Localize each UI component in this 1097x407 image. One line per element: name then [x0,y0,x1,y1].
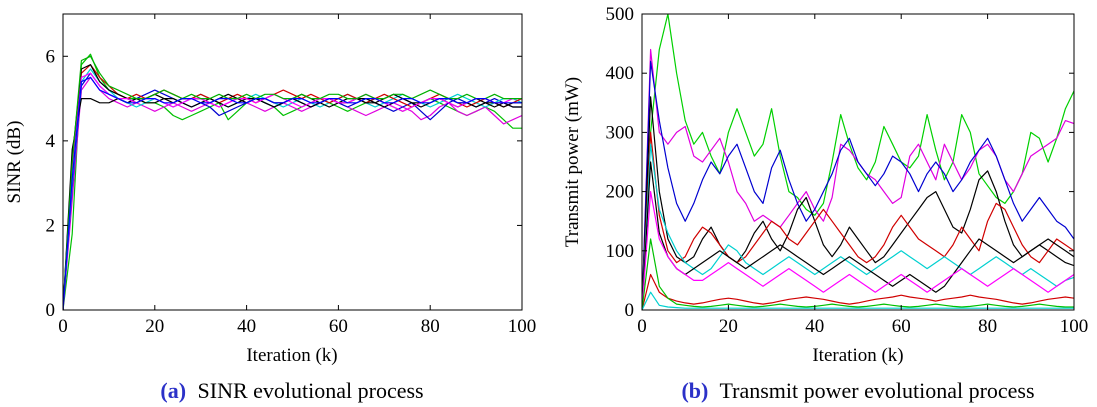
sinr-ticks: 0 20 40 60 80 100 0 2 4 6 [46,14,537,337]
sinr-series-line-10 [63,76,522,310]
power-x-tick-label: 40 [805,316,824,337]
power-series-line-4 [642,96,1074,310]
sinr-series-line-5 [63,64,522,310]
power-series-line-11 [642,291,1074,310]
power-y-tick-label: 300 [606,122,635,143]
power-series-line-9 [642,273,1074,310]
power-series-line-10 [642,238,1074,310]
power-plot-area [642,14,1074,310]
power-series-line-1 [642,14,1074,310]
power-y-tick-label: 200 [606,182,635,203]
sinr-series-line-2 [63,76,522,310]
power-caption-letter: (b) [681,378,708,403]
sinr-series-line-7 [63,64,522,310]
sinr-axes-frame [62,13,523,311]
sinr-x-tick-label: 0 [58,316,68,337]
power-x-tick-label: 60 [892,316,911,337]
sinr-plot-area [63,53,522,310]
power-panel: 0 20 40 60 80 100 0 100 200 300 400 500 Iteration (… [562,4,1088,403]
sinr-y-axis-label: SINR (dB) [4,121,25,204]
sinr-x-tick-label: 40 [237,316,256,337]
power-y-tick-label: 400 [606,63,635,84]
power-y-tick-label: 100 [606,241,635,262]
sinr-panel: 0 20 40 60 80 100 0 2 4 6 Iteration (k) SINR (dB)… [4,13,537,403]
power-series-line-6 [642,143,1074,310]
power-series-line-7 [642,161,1074,310]
power-x-tick-label: 20 [719,316,738,337]
power-series-line-5 [642,131,1074,310]
power-x-tick-label: 80 [978,316,997,337]
power-series-line-3 [642,60,1074,310]
power-x-tick-label: 100 [1060,316,1089,337]
power-x-tick-label: 0 [637,316,647,337]
sinr-series-line-6 [63,97,522,310]
sinr-caption-letter: (a) [160,378,186,403]
sinr-x-tick-label: 60 [329,316,348,337]
sinr-y-tick-label: 0 [46,300,56,321]
power-ticks: 0 20 40 60 80 100 0 100 200 300 400 500 [606,4,1089,337]
sinr-x-tick-label: 80 [421,316,440,337]
sinr-series-line-1 [63,53,522,310]
power-caption: (b) Transmit power evolutional process [681,378,1034,403]
sinr-y-tick-label: 2 [46,215,56,236]
power-axes-frame [641,13,1075,311]
power-x-axis-label: Iteration (k) [812,345,903,366]
sinr-x-tick-label: 100 [508,316,537,337]
sinr-x-tick-label: 20 [145,316,164,337]
power-caption-text: Transmit power evolutional process [719,378,1034,403]
sinr-caption-text: SINR evolutional process [198,378,424,403]
sinr-y-tick-label: 4 [46,131,56,152]
sinr-y-tick-label: 6 [46,46,56,67]
power-y-tick-label: 500 [606,4,635,25]
power-y-tick-label: 0 [625,300,635,321]
sinr-x-axis-label: Iteration (k) [246,345,337,366]
power-y-axis-label: Transmit power (mW) [562,77,583,247]
power-series-line-8 [642,191,1074,310]
sinr-caption: (a) SINR evolutional process [160,378,423,403]
